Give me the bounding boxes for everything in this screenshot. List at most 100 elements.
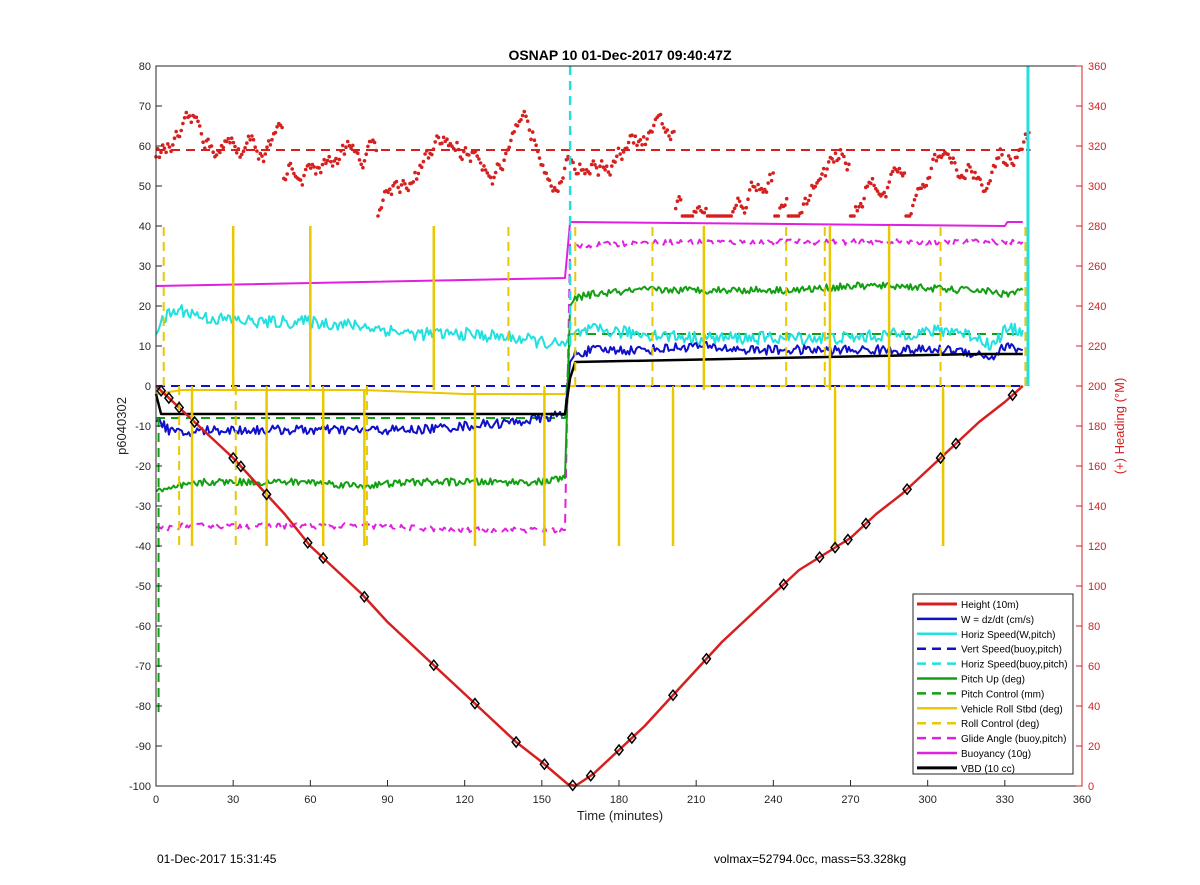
y-tick-label: -30 [135, 501, 151, 513]
footer-timestamp: 01-Dec-2017 15:31:45 [157, 852, 277, 866]
heading-point [209, 144, 214, 148]
heading-point [618, 152, 622, 156]
heading-point [993, 164, 997, 169]
heading-point [386, 190, 390, 195]
heading-point [549, 184, 553, 188]
y-tick-label: -60 [135, 621, 151, 633]
axes-layer: 0 30 60 90 120 150 180 210 240 270 300 330 360-100-9… [129, 61, 1106, 806]
y2-tick-label: 80 [1088, 621, 1100, 633]
heading-point [796, 214, 801, 218]
heading-point [199, 132, 204, 136]
heading-point [288, 161, 293, 166]
heading-point [746, 197, 750, 201]
heading-point [821, 166, 826, 171]
height-marker [814, 550, 825, 564]
heading-point [182, 116, 187, 120]
heading-point [324, 161, 328, 166]
heading-point [532, 138, 537, 142]
heading-point [591, 159, 596, 163]
heading-point [616, 146, 621, 151]
heading-point [308, 166, 313, 170]
footer-stats: volmax=52794.0cc, mass=53.328kg [714, 852, 907, 866]
heading-point [524, 114, 528, 119]
heading-point [507, 145, 512, 150]
heading-point [228, 140, 232, 145]
heading-point [658, 112, 663, 117]
y-tick-label: -40 [135, 541, 151, 553]
heading-point [971, 176, 976, 180]
heading-point [911, 203, 915, 208]
heading-point [927, 175, 932, 180]
heading-point [668, 137, 673, 142]
heading-point [853, 205, 858, 209]
heading-point [255, 149, 259, 153]
height-marker [902, 482, 913, 496]
heading-point [581, 168, 585, 172]
heading-point [604, 164, 609, 168]
x-tick-label: 180 [610, 794, 628, 806]
x-axis-label: Time (minutes) [577, 808, 663, 823]
heading-point [433, 140, 438, 144]
heading-point [445, 137, 449, 141]
height-marker [174, 401, 185, 414]
heading-point [813, 184, 818, 189]
heading-point [351, 143, 355, 148]
heading-point [480, 168, 485, 172]
heading-point [756, 182, 760, 187]
heading-point [678, 198, 683, 202]
heading-point [430, 152, 434, 157]
heading-point [986, 181, 991, 186]
heading-point [869, 181, 873, 186]
heading-point [556, 189, 560, 194]
heading-point [527, 128, 532, 132]
y2-tick-label: 260 [1088, 261, 1106, 273]
heading-point [662, 126, 666, 130]
y2-tick-label: 120 [1088, 541, 1106, 553]
heading-point [620, 157, 624, 161]
heading-point [534, 143, 538, 147]
heading-point [172, 136, 177, 140]
heading-point [732, 206, 737, 211]
heading-point [196, 119, 200, 124]
heading-point [265, 145, 269, 149]
heading-point [366, 144, 370, 149]
heading-point [826, 160, 831, 164]
heading-point [322, 157, 327, 162]
heading-point [251, 137, 256, 142]
series-line-2 [155, 304, 1024, 351]
heading-point [564, 157, 569, 162]
y2-tick-label: 320 [1088, 141, 1106, 153]
height-marker [830, 541, 841, 554]
heading-point [980, 183, 984, 187]
heading-point [302, 173, 306, 178]
heading-point [606, 170, 611, 174]
legend-label: Pitch Up (deg) [961, 675, 1025, 686]
heading-point [357, 158, 362, 162]
heading-point [631, 141, 636, 145]
heading-point [621, 150, 626, 154]
heading-point [325, 158, 330, 163]
heading-point [885, 185, 890, 190]
height-marker [318, 551, 329, 565]
heading-point [763, 187, 767, 192]
y-tick-label: -20 [135, 461, 151, 473]
heading-point [245, 141, 249, 145]
heading-point [488, 175, 493, 180]
heading-point [932, 152, 937, 157]
heading-point [522, 109, 527, 114]
heading-point [492, 175, 496, 180]
y2-tick-label: 360 [1088, 61, 1106, 73]
heading-point [307, 162, 311, 167]
height-marker [228, 451, 239, 465]
heading-point [530, 130, 535, 134]
heading-point [500, 167, 505, 172]
heading-point [231, 140, 236, 145]
height-marker [261, 488, 272, 501]
legend-label: Height (10m) [961, 600, 1019, 611]
heading-point [968, 165, 972, 169]
legend-label: Vert Speed(buoy,pitch) [961, 645, 1062, 656]
heading-point [372, 140, 377, 145]
y-tick-label: 70 [139, 101, 151, 113]
heading-point [174, 129, 178, 134]
heading-point [234, 151, 239, 155]
